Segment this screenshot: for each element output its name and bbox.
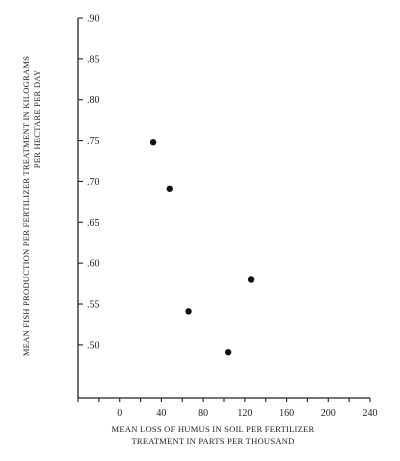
x-tick-label: 0 <box>117 408 122 419</box>
y-tick-label: .70 <box>87 177 100 188</box>
x-tick-label: 80 <box>198 408 208 419</box>
y-tick-label: .75 <box>87 136 100 147</box>
y-tick-label: .65 <box>87 218 100 229</box>
x-axis-title-line-1: MEAN LOSS OF HUMUS IN SOIL PER FERTILIZE… <box>112 424 315 434</box>
x-tick-label: 200 <box>321 408 336 419</box>
y-axis-title-line-1: MEAN FISH PRODUCTION PER FERTILIZER TREA… <box>21 56 31 356</box>
scatter-point <box>224 349 232 356</box>
y-tick-label: .85 <box>87 54 100 65</box>
y-tick-label: .60 <box>87 259 100 270</box>
scatter-point <box>185 308 192 315</box>
y-tick-label: .50 <box>87 340 100 351</box>
y-axis-ticks: .50 .55 .60 .65 .70 .75 .80 .85 .90 <box>78 14 100 351</box>
x-tick-label: 120 <box>237 408 252 419</box>
x-tick-label: 240 <box>363 408 378 419</box>
x-tick-label: 40 <box>156 408 166 419</box>
x-tick-label: 160 <box>279 408 294 419</box>
data-points <box>149 139 255 356</box>
y-tick-label: .80 <box>87 95 100 106</box>
y-axis-title-line-2: PER HECTARE PER DAY <box>32 70 42 169</box>
axes <box>77 18 370 399</box>
scatter-point <box>149 139 157 146</box>
x-axis-title-line-2: TREATMENT IN PARTS PER THOUSAND <box>131 436 294 446</box>
scatter-point <box>247 276 255 283</box>
x-axis-ticks: 0 40 80 120 160 200 240 <box>77 398 378 419</box>
scatter-point <box>166 185 173 192</box>
y-tick-label: .90 <box>87 14 100 25</box>
y-tick-label: .55 <box>87 300 100 311</box>
